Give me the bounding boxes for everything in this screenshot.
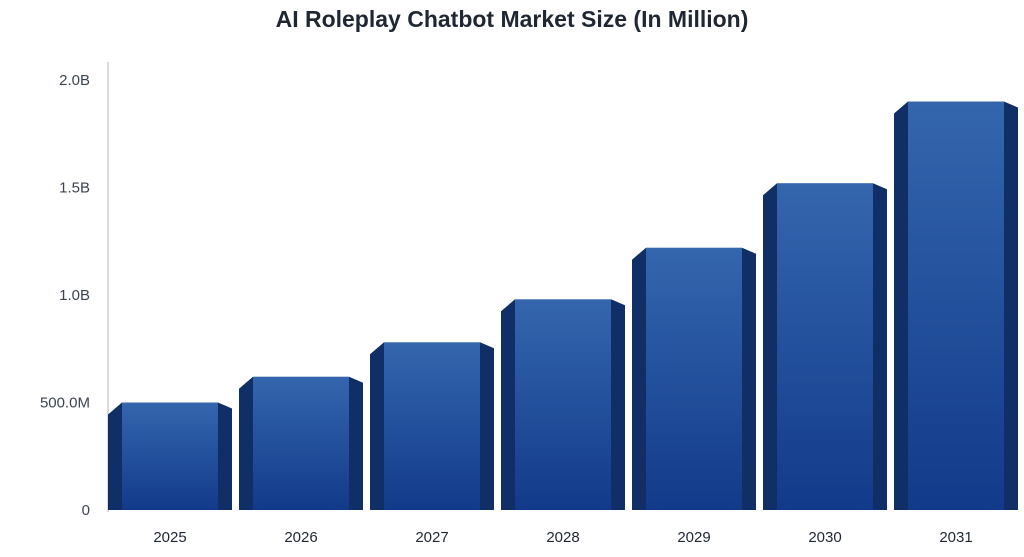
bar-right-side-2029	[742, 247, 756, 510]
bar-right-side-2030	[873, 183, 887, 510]
bar-side-2026	[239, 376, 253, 510]
bar-side-2030	[763, 183, 777, 510]
x-tick-label: 2028	[546, 529, 579, 546]
y-tick-label: 500.0M	[40, 395, 90, 412]
x-tick-label: 2031	[939, 529, 972, 546]
x-tick-label: 2025	[153, 529, 186, 546]
bar-2027	[384, 342, 480, 510]
x-tick-label: 2027	[415, 529, 448, 546]
bar-right-side-2031	[1004, 101, 1018, 510]
y-tick-label: 2.0B	[59, 72, 90, 89]
bar-2030	[777, 183, 873, 510]
bar-2031	[908, 101, 1004, 510]
y-axis-ticks: 0 500.0M 1.0B 1.5B 2.0B	[40, 72, 90, 519]
x-tick-label: 2026	[284, 529, 317, 546]
bar-right-side-2025	[218, 402, 232, 510]
y-tick-label: 1.0B	[59, 287, 90, 304]
bar-2026	[253, 376, 349, 510]
bar-2025	[122, 402, 218, 510]
bar-2029	[646, 247, 742, 510]
bar-side-2028	[501, 299, 515, 510]
bar-right-side-2026	[349, 376, 363, 510]
chart-title: AI Roleplay Chatbot Market Size (In Mill…	[275, 6, 749, 32]
x-axis-ticks: 2025 2026 2027 2028 2029 2030 2031	[153, 529, 972, 546]
bars-group	[108, 101, 1018, 510]
y-tick-label: 1.5B	[59, 180, 90, 197]
bar-2028	[515, 299, 611, 510]
bar-side-2031	[894, 101, 908, 510]
bar-side-2027	[370, 342, 384, 510]
x-tick-label: 2029	[677, 529, 710, 546]
bar-side-2025	[108, 402, 122, 510]
bar-side-2029	[632, 247, 646, 510]
bar-right-side-2027	[480, 342, 494, 510]
bar-right-side-2028	[611, 299, 625, 510]
y-tick-label: 0	[82, 502, 90, 519]
x-tick-label: 2030	[808, 529, 841, 546]
